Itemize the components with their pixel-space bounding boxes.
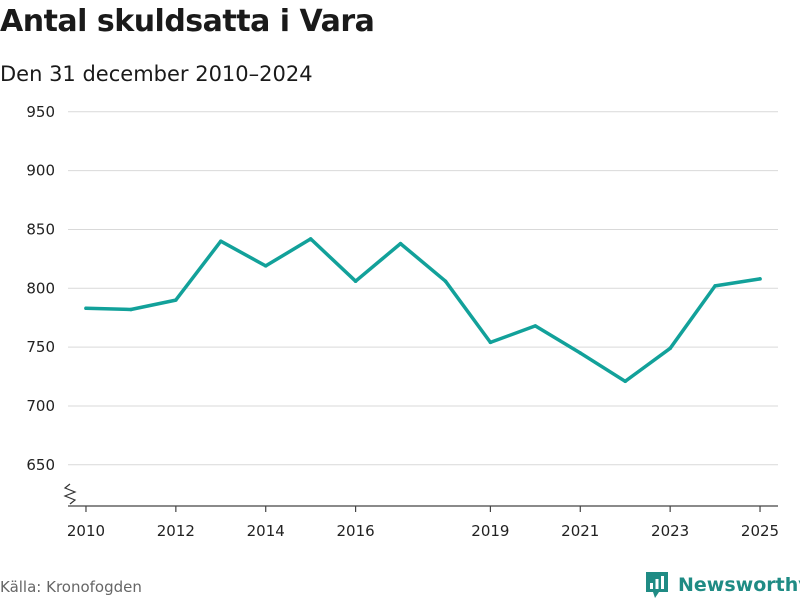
chart-title: Antal skuldsatta i Vara [0, 4, 375, 39]
x-tick-label: 2012 [157, 522, 195, 540]
newsworthy-logo-icon [646, 572, 668, 598]
data-point [713, 284, 717, 288]
brand-logo: Newsworthy [644, 570, 800, 600]
data-point [533, 324, 538, 328]
data-point [129, 307, 133, 312]
data-point [174, 298, 178, 302]
data-point [623, 379, 627, 384]
data-point [263, 264, 268, 268]
series-line-0 [84, 237, 762, 384]
y-tick-label: 800 [26, 279, 55, 297]
data-point [443, 279, 448, 283]
data-point [578, 351, 583, 355]
data-point [219, 239, 223, 243]
data-point [668, 346, 672, 351]
data-point [398, 241, 403, 246]
axis-break-icon [63, 483, 77, 505]
chart-subtitle: Den 31 december 2010–2024 [0, 62, 313, 86]
x-axis [63, 483, 778, 507]
data-point [758, 277, 762, 281]
y-tick-label: 950 [26, 103, 55, 121]
x-tick-label: 2016 [337, 522, 375, 540]
source-note: Källa: Kronofogden [0, 578, 142, 596]
x-tick-label: 2010 [67, 522, 105, 540]
data-point [308, 237, 313, 241]
y-tick-label: 700 [26, 397, 55, 415]
data-point [488, 340, 493, 345]
x-axis-ticks: 2010 2012 2014 2016 2019 2021 2023 2025 [67, 506, 779, 540]
x-tick-label: 2019 [471, 522, 509, 540]
series [84, 237, 762, 384]
y-tick-label: 850 [26, 220, 55, 238]
x-tick-label: 2021 [561, 522, 599, 540]
x-tick-label: 2025 [741, 522, 779, 540]
x-tick-label: 2023 [651, 522, 689, 540]
data-point [353, 279, 358, 283]
y-tick-label: 650 [26, 456, 55, 474]
x-tick-label: 2014 [247, 522, 285, 540]
brand-name: Newsworthy [678, 574, 800, 596]
data-point [84, 306, 88, 311]
y-tick-label: 900 [26, 162, 55, 180]
gridlines [68, 111, 778, 466]
y-tick-label: 750 [26, 338, 55, 356]
y-axis-tick-labels: 650 700 750 800 850 900 950 [26, 103, 55, 474]
